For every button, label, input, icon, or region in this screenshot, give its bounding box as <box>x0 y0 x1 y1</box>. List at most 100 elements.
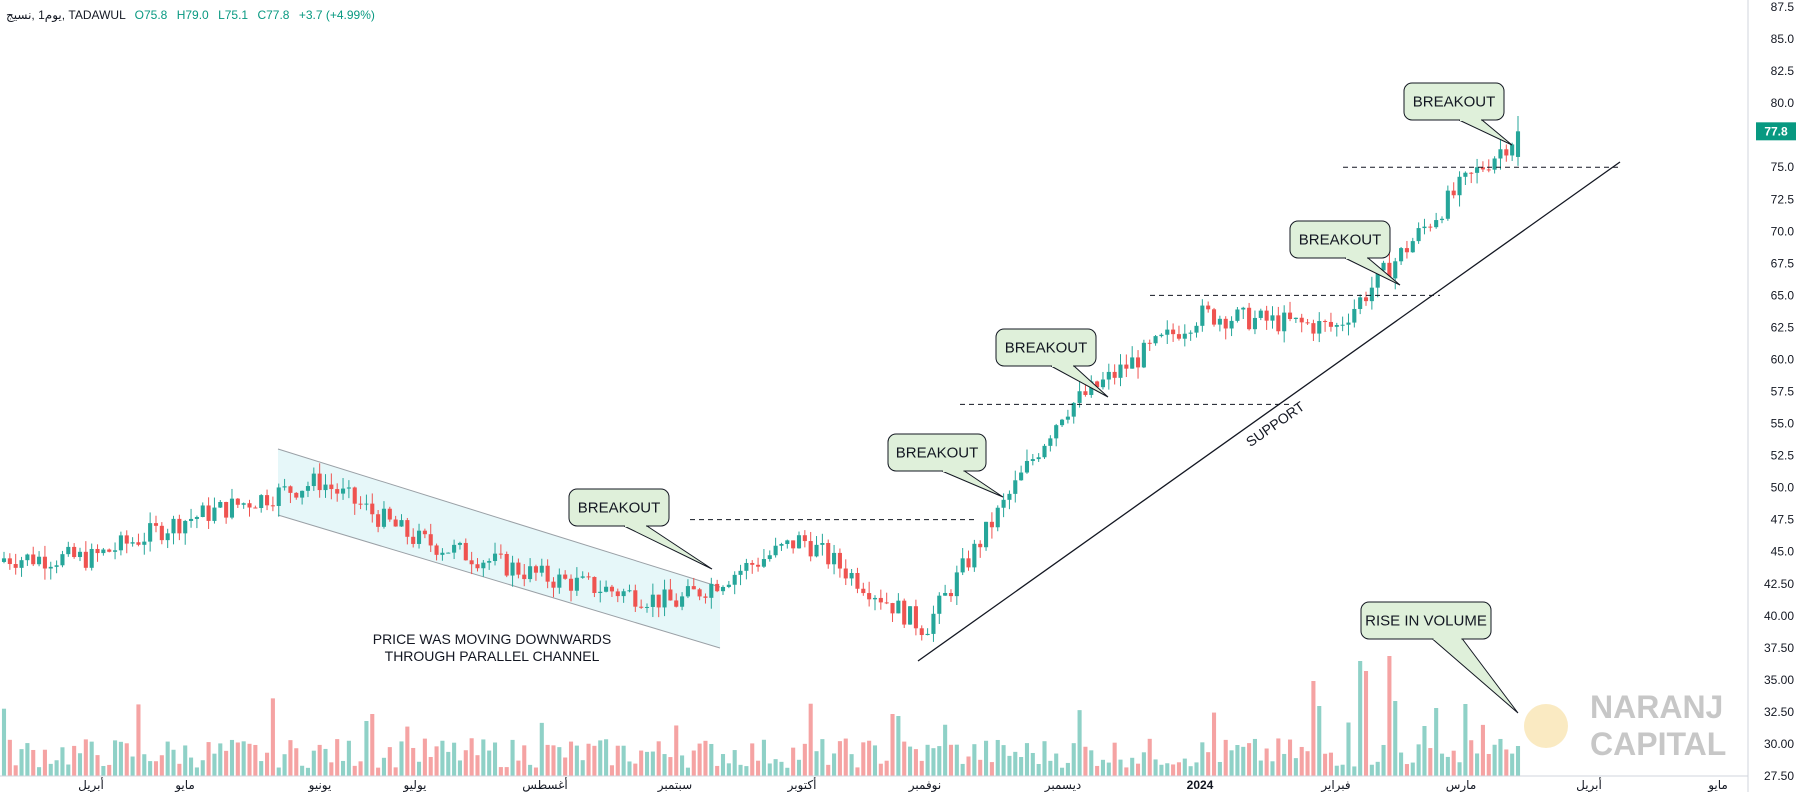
callout-box <box>1403 82 1505 121</box>
candle-body <box>1387 262 1392 279</box>
candle-body <box>358 503 363 505</box>
candle-body <box>931 613 936 634</box>
volume-bar <box>557 747 562 776</box>
candle-body <box>580 576 585 578</box>
volume-bar <box>1387 656 1392 776</box>
candle-body <box>89 548 94 568</box>
volume-bar <box>884 760 889 776</box>
candle-body <box>1381 262 1386 271</box>
volume-bar <box>1200 742 1205 776</box>
volume-bar <box>878 763 883 776</box>
candle-body <box>849 572 854 579</box>
candle-body <box>136 542 141 545</box>
volume-bar <box>1293 758 1298 776</box>
volume-bar <box>1480 724 1485 776</box>
volume-bar <box>1176 762 1182 776</box>
candle-body <box>165 533 170 541</box>
candle-body <box>925 633 930 636</box>
volume-bar <box>1095 765 1100 776</box>
candle-body <box>791 540 796 549</box>
candle-body <box>270 505 275 507</box>
volume-bar <box>1147 738 1152 776</box>
candle-body <box>37 556 42 565</box>
volume-bar <box>1410 762 1415 776</box>
volume-bar <box>1445 756 1450 776</box>
candle-body <box>586 576 591 578</box>
volume-bar <box>130 756 135 776</box>
candle-body <box>212 507 217 521</box>
volume-bar <box>1135 763 1141 776</box>
candle-body <box>1206 305 1211 310</box>
candle-body <box>364 503 369 505</box>
volume-bar <box>586 743 591 776</box>
candle-body <box>259 495 264 509</box>
candle-body <box>943 592 948 596</box>
volume-bar <box>598 740 603 776</box>
candle-body <box>732 574 737 585</box>
volume-bar <box>680 755 685 776</box>
candle-body <box>1305 322 1310 324</box>
volume-bar <box>1492 744 1497 776</box>
candle-body <box>633 590 638 607</box>
candle-body <box>715 583 720 592</box>
volume-bar <box>913 749 918 776</box>
y-tick-label: 70.0 <box>1771 224 1795 238</box>
volume-bar <box>183 745 188 776</box>
candle-body <box>1451 190 1456 196</box>
logo-icon <box>1524 704 1568 748</box>
candle-body <box>1124 364 1129 369</box>
candle-body <box>1375 270 1380 288</box>
candle-body <box>1060 419 1065 426</box>
candle-body <box>376 514 381 527</box>
candle-body <box>1363 297 1369 302</box>
volume-bar <box>475 755 480 776</box>
volume-bar <box>1469 740 1474 776</box>
candle-body <box>1264 310 1269 321</box>
volume-bar <box>282 754 287 776</box>
volume-bar <box>235 742 240 776</box>
close-value: C77.8 <box>257 8 290 22</box>
volume-bar <box>761 739 766 776</box>
volume-bar <box>446 751 451 776</box>
volume-bar <box>1171 764 1176 776</box>
volume-bar <box>335 739 340 776</box>
candle-body <box>457 542 462 545</box>
x-tick-label: أبريل <box>78 777 104 792</box>
volume-bar <box>1235 745 1240 776</box>
candle-body <box>551 581 556 588</box>
candle-body <box>1077 391 1082 403</box>
volume-bar <box>1013 751 1018 776</box>
volume-bar <box>504 767 509 776</box>
callout-label: BREAKOUT <box>1413 94 1496 111</box>
candle-body <box>609 586 614 592</box>
volume-bar <box>13 765 18 776</box>
candle-body <box>72 546 77 558</box>
volume-bar <box>1498 738 1503 776</box>
candle-body <box>574 577 579 591</box>
candle-body <box>253 507 258 509</box>
y-tick-label: 62.5 <box>1771 320 1795 334</box>
candle-body <box>504 554 509 576</box>
volume-bar <box>861 742 866 776</box>
volume-bar <box>1328 752 1333 776</box>
candle-body <box>405 520 410 537</box>
candle-body <box>598 591 603 593</box>
volume-bar <box>720 754 726 776</box>
candle-body <box>1510 144 1515 156</box>
candle-body <box>750 562 755 565</box>
volume-bar <box>72 745 77 776</box>
candle-body <box>878 597 883 603</box>
volume-bar <box>89 741 94 776</box>
volume-bar <box>1258 760 1263 776</box>
candle-body <box>1422 226 1427 229</box>
candle-body <box>1159 334 1164 337</box>
volume-bar <box>1352 766 1357 776</box>
volume-bar <box>685 767 690 776</box>
volume-bar <box>785 767 790 776</box>
volume-bar <box>1165 763 1170 776</box>
candle-body <box>808 541 813 557</box>
candle-body <box>194 516 199 519</box>
volume-bar <box>1463 704 1468 776</box>
candle-body <box>1323 321 1328 323</box>
candle-body <box>563 574 568 579</box>
